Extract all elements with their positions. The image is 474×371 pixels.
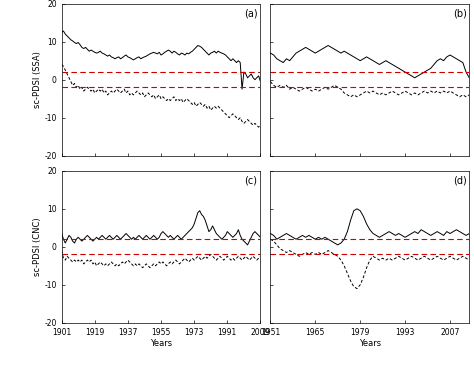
X-axis label: Years: Years (150, 339, 172, 348)
Text: (d): (d) (453, 175, 467, 186)
X-axis label: Years: Years (359, 339, 381, 348)
Text: (c): (c) (245, 175, 257, 186)
Y-axis label: sc-PDSI (CNC): sc-PDSI (CNC) (33, 217, 42, 276)
Y-axis label: sc-PDSI (SSA): sc-PDSI (SSA) (33, 51, 42, 108)
Text: (b): (b) (453, 8, 467, 18)
Text: (a): (a) (245, 8, 258, 18)
